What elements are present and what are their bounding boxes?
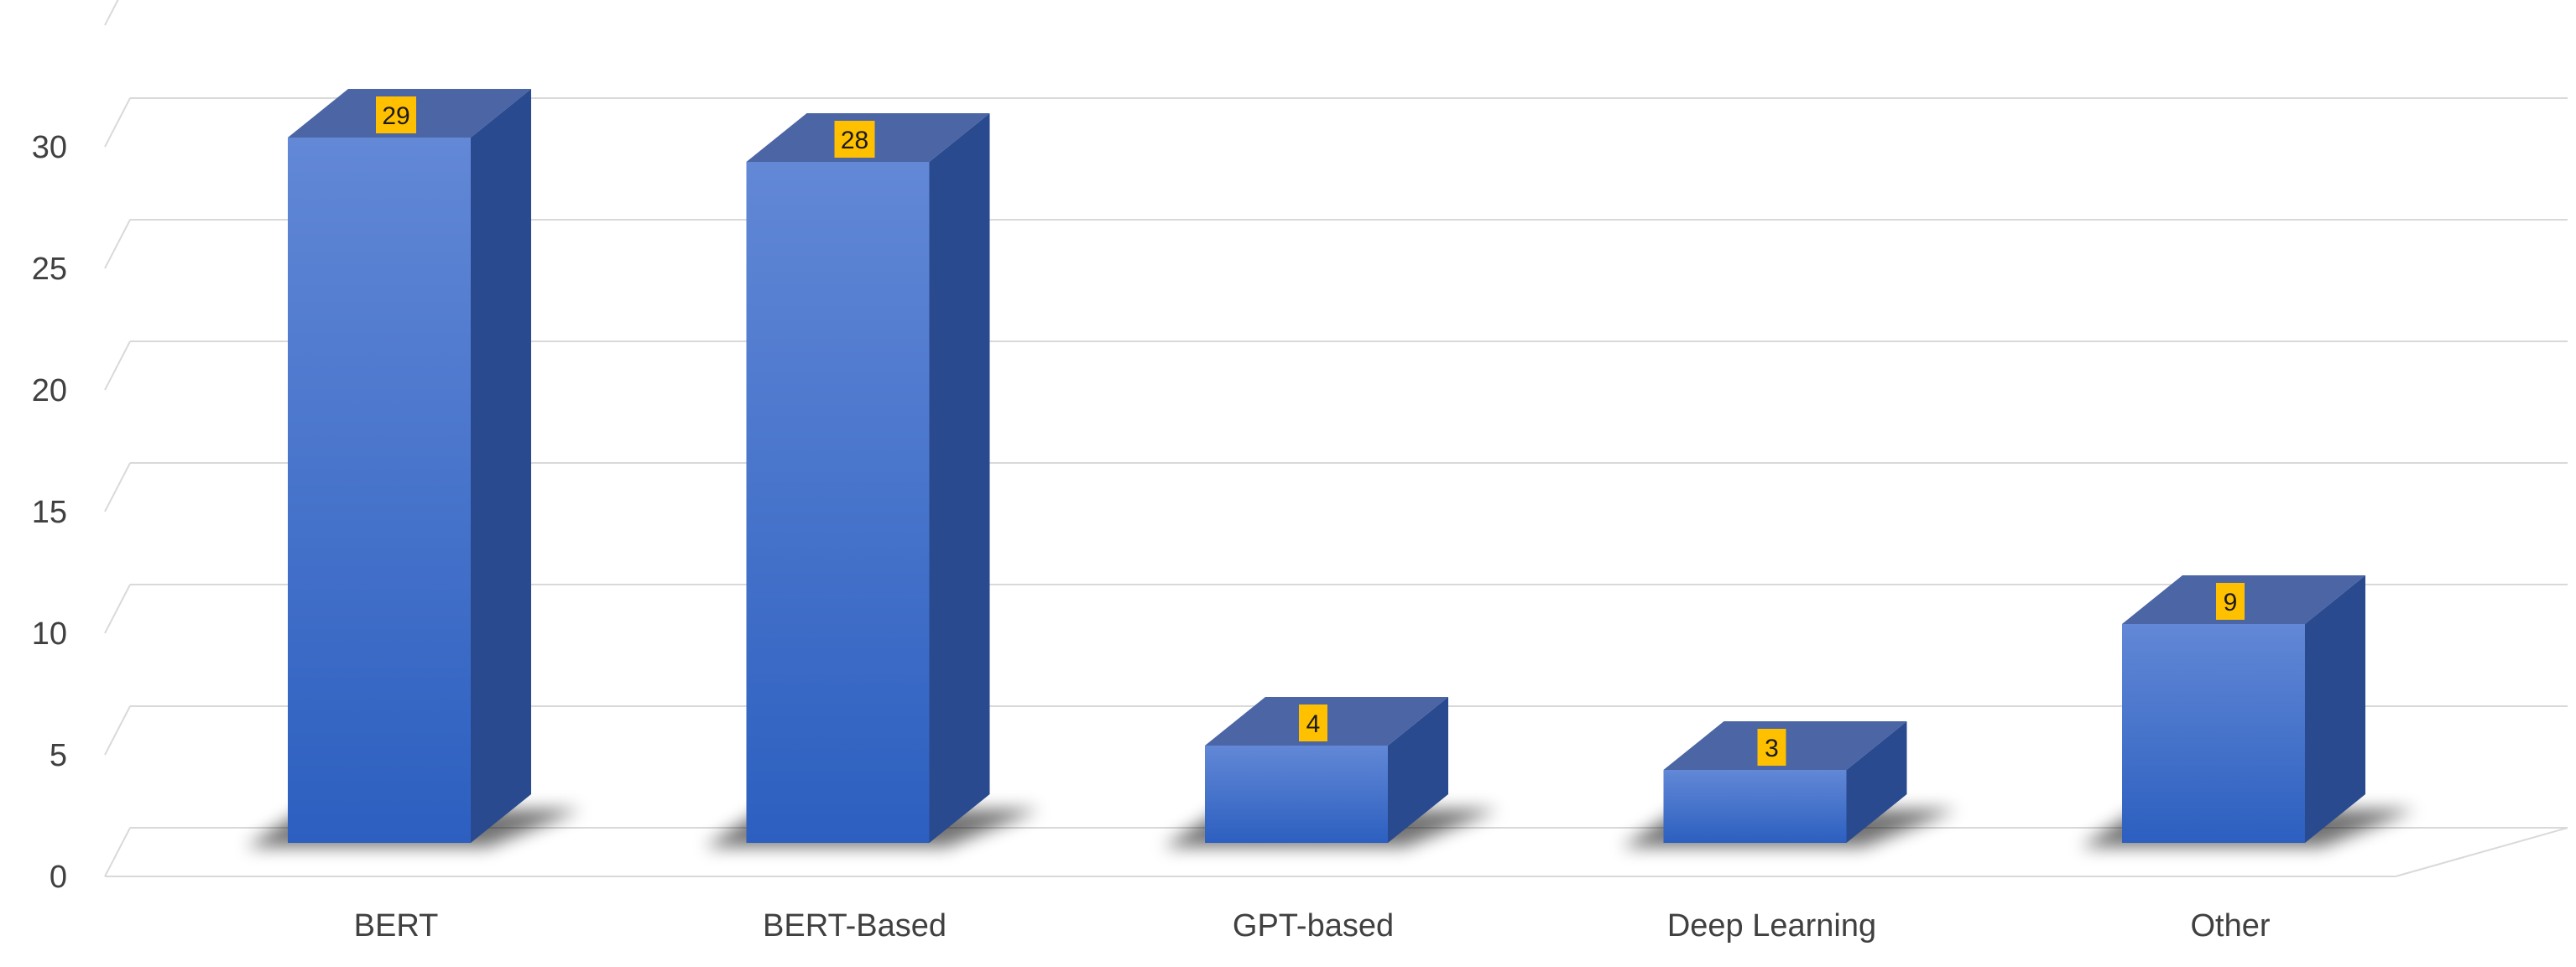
data-label: 4: [1306, 710, 1321, 738]
bar: [288, 138, 471, 843]
gridline-diagonal: [104, 97, 131, 148]
bar-side: [2305, 575, 2365, 843]
x-tick-label: Deep Learning: [1667, 908, 1876, 944]
bar: [2122, 624, 2305, 843]
data-label-box: [1757, 729, 1786, 766]
y-tick-label: 10: [32, 616, 67, 652]
data-label-box: [2216, 583, 2245, 620]
gridline-diagonal: [104, 462, 131, 512]
data-label-box: [834, 121, 875, 158]
floor-edge: [2395, 827, 2568, 877]
data-label: 29: [382, 102, 409, 130]
gridline-diagonal: [104, 827, 131, 877]
x-tick-label: BERT-Based: [763, 908, 946, 944]
x-tick-label: BERT: [354, 908, 439, 944]
y-tick-label: 15: [32, 495, 67, 530]
x-tick-label: GPT-based: [1233, 908, 1394, 944]
bar-side: [929, 113, 990, 843]
x-tick-label: Other: [2190, 908, 2270, 944]
data-label-box: [1299, 704, 1327, 741]
gridline-diagonal: [104, 219, 131, 269]
bar-side: [471, 89, 531, 843]
y-tick-label: 0: [50, 860, 67, 895]
bar-side: [1846, 721, 1907, 843]
gridline-diagonal: [104, 705, 131, 756]
bar: [1663, 770, 1847, 843]
data-labels: 29 28 4 3 9: [376, 96, 2245, 766]
y-tick-label: 25: [32, 252, 67, 287]
data-label-box: [376, 96, 416, 133]
y-tick-label: 30: [32, 130, 67, 165]
gridlines: [104, 0, 2568, 877]
y-tick-label: 5: [50, 738, 67, 773]
y-tick-label: 20: [32, 373, 67, 408]
gridline-diagonal: [104, 0, 119, 26]
gridline-diagonal: [104, 584, 131, 634]
data-label: 3: [1765, 735, 1779, 762]
data-label: 9: [2224, 589, 2238, 616]
bar: [1205, 746, 1388, 843]
gridline-diagonal: [104, 341, 131, 391]
bar: [746, 162, 930, 843]
axes: 0 5 10 15 20 25 30 BERT BERT-Based GPT-based Deep …: [32, 130, 2568, 944]
data-label: 28: [841, 127, 868, 154]
